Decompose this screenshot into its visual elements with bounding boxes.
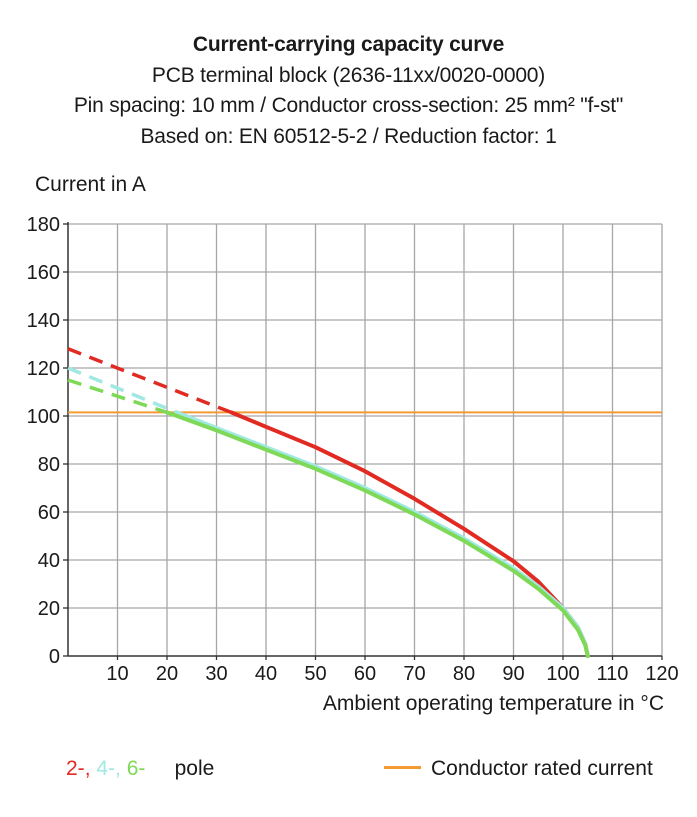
x-tick-label: 20 [156,663,178,685]
x-axis-label: Ambient operating temperature in °C [322,692,664,715]
x-tick-label: 10 [106,663,128,685]
series-line [165,410,590,658]
legend-sep-2: , [115,757,127,780]
x-tick-label: 100 [546,663,579,685]
legend-pole-label: pole [174,757,215,780]
y-tick-label: 120 [27,358,60,380]
y-tick-label: 160 [27,262,60,284]
x-tick-label: 30 [205,663,227,685]
y-tick-label: 140 [27,310,60,332]
x-tick-label: 60 [354,663,376,685]
legend-rated: Conductor rated current [384,757,653,781]
chart-subtitle-3: Based on: EN 60512-5-2 / Reduction facto… [140,124,557,148]
chart-titles: Current-carrying capacity curve PCB term… [0,30,697,152]
y-tick-label: 80 [38,454,60,476]
x-tick-label: 50 [304,663,326,685]
legend-series-2: 2- [66,757,85,780]
legend-rated-swatch [384,765,421,769]
x-tick-label: 110 [597,663,629,685]
series-line [229,410,590,658]
chart-subtitle-2: Pin spacing: 10 mm / Conductor cross-sec… [73,94,624,117]
legend-series-4: 4- [96,757,116,780]
y-tick-label: 40 [38,550,60,572]
legend-poles: 2-, 4-, 6- pole [66,757,214,781]
legend-rated-label: Conductor rated current [431,757,653,780]
y-tick-label: 0 [49,646,60,668]
series-line [174,410,590,658]
chart-subtitle-1: PCB terminal block (2636-11xx/0020-0000) [151,63,546,87]
x-tick-label: 80 [453,663,475,685]
series-line-dashed [67,347,232,415]
series-line-dashed [67,366,178,415]
x-tick-label: 40 [255,663,277,685]
y-tick-label: 180 [27,214,60,236]
y-axis-label: Current in A [35,173,146,196]
legend-sep-1: , [84,757,97,780]
chart-title: Current-carrying capacity curve [192,33,505,56]
series-line-dashed [67,378,168,415]
legend-series-6: 6- [126,757,146,780]
y-tick-label: 20 [38,598,60,620]
x-tick-label: 70 [403,663,425,685]
x-tick-label: 90 [502,663,524,685]
y-tick-label: 60 [38,502,60,524]
y-tick-label: 100 [27,406,60,428]
x-tick-label: 120 [645,663,678,685]
